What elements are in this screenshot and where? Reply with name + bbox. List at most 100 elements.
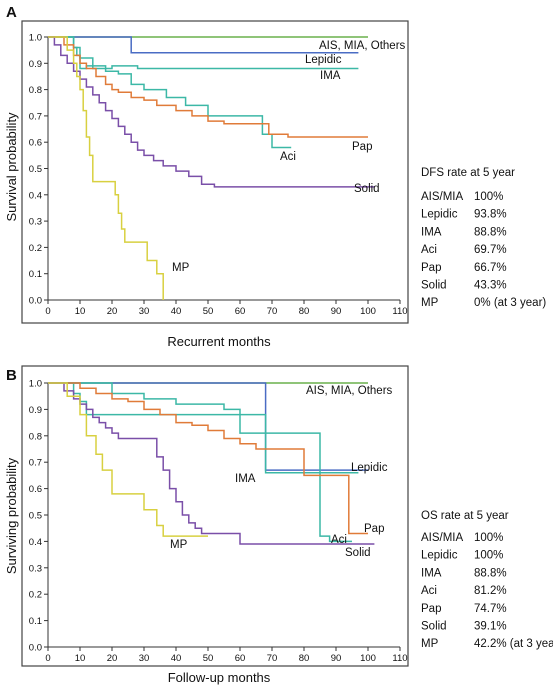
panel-a-series-solid	[48, 36, 375, 188]
panel-a-x-tick-label: 30	[139, 306, 150, 317]
panel-a-x-tick-label: 90	[331, 306, 342, 317]
panel-b-x-tick-label: 100	[360, 653, 376, 664]
panel-a-series-pap	[48, 36, 368, 138]
panel-b-annot-mp: MP	[170, 539, 188, 551]
panel-b-table-row-value: 39.1%	[474, 621, 507, 633]
panel-b-series	[48, 382, 375, 545]
panel-b-x-tick-label: 40	[171, 653, 182, 664]
panel-b-table-row-value: 100%	[474, 532, 503, 544]
panel-b-y-tick-label: 0.9	[29, 405, 42, 416]
panel-b-y-tick-label: 0.1	[29, 616, 42, 627]
panel-b-y-tick-label: 0.8	[29, 431, 42, 442]
panel-b-y-tick-label: 0.3	[29, 563, 42, 574]
panel-a-table-row-name: Aci	[421, 244, 437, 256]
panel-b-table-row-name: Solid	[421, 621, 447, 633]
panel-a-table-title: DFS rate at 5 year	[421, 167, 515, 179]
panel-b-table-row-value: 81.2%	[474, 585, 507, 597]
panel-a-table-row-value: 100%	[474, 191, 503, 203]
panel-a-y-tick-label: 0.5	[29, 164, 42, 175]
panel-a-x-tick-label: 80	[299, 306, 310, 317]
panel-a-table-row-value: 43.3%	[474, 280, 507, 292]
panel-a-y-tick-label: 0.2	[29, 243, 42, 254]
panel-a-x-tick-label: 0	[45, 306, 50, 317]
panel-b-x-tick-label: 70	[267, 653, 278, 664]
panel-b-table-row-name: AIS/MIA	[421, 532, 464, 544]
panel-a-series	[48, 36, 375, 300]
panel-a-x-axis-label: Recurrent months	[167, 334, 271, 349]
panel-b-x-tick-label: 0	[45, 653, 50, 664]
panel-b-x-tick-label: 80	[299, 653, 310, 664]
panel-b-x-tick-label: 60	[235, 653, 246, 664]
panel-a-x-tick-label: 20	[107, 306, 118, 317]
panel-b-series-aci	[48, 382, 352, 543]
panel-a-table-row-name: AIS/MIA	[421, 191, 464, 203]
panel-a-y-tick-label: 0.7	[29, 111, 42, 122]
panel-b-letter: B	[6, 367, 17, 384]
panel-a-x-tick-label: 100	[360, 306, 376, 317]
panel-b-y-tick-label: 0.0	[29, 643, 42, 654]
panel-a-y-tick-label: 1.0	[29, 33, 42, 44]
panel-b-annot-pap: Pap	[364, 523, 384, 535]
panel-b-frame	[21, 365, 409, 667]
panel-a-series-mp	[48, 36, 164, 300]
panel-b-table-row-name: MP	[421, 638, 439, 650]
panel-a-y-tick-label: 0.4	[29, 190, 42, 201]
panel-b-x-tick-label: 10	[75, 653, 86, 664]
panel-a-y-tick-label: 0.3	[29, 217, 42, 228]
panel-a-y-tick-label: 0.6	[29, 138, 42, 149]
panel-b-x-tick-label: 110	[392, 653, 407, 664]
panel-b-table-row-name: IMA	[421, 567, 442, 579]
panel-a-table-row-value: 93.8%	[474, 209, 507, 221]
panel-a-annot-ima: IMA	[320, 70, 341, 82]
panel-b-table-row-name: Lepidic	[421, 550, 458, 562]
panel-a-y-axis-label: Survival probability	[4, 112, 19, 222]
panel-a-annot-solid: Solid	[354, 183, 380, 195]
panel-b-table-row-value: 100%	[474, 550, 503, 562]
panel-a-annot-lepidic: Lepidic	[305, 54, 342, 66]
panel-b: B Surviving probability Follow-up months…	[4, 365, 553, 685]
panel-b-table-row-value: 88.8%	[474, 567, 507, 579]
panel-a-table-row-name: Pap	[421, 262, 441, 274]
panel-b-rate-table: AIS/MIA 100% Lepidic 100% IMA 88.8% Aci 81.2% Pa…	[421, 532, 553, 650]
panel-a-x-tick-label: 50	[203, 306, 214, 317]
panel-a-letter: A	[6, 4, 17, 21]
panel-a-x-tick-label: 60	[235, 306, 246, 317]
panel-a-series-aci	[48, 36, 292, 149]
panel-b-annot-aci: Aci	[331, 534, 347, 546]
panel-b-series-solid	[48, 382, 375, 545]
panel-a-table-row-name: Solid	[421, 280, 447, 292]
panel-a: A Survival probability Recurrent months …	[4, 4, 546, 349]
panel-b-x-tick-label: 20	[107, 653, 118, 664]
panel-a-annot-mp: MP	[172, 262, 190, 274]
panel-a-table-row-name: Lepidic	[421, 209, 458, 221]
panel-b-annot-ais-mia-others: AIS, MIA, Others	[306, 385, 393, 397]
panel-a-x-tick-label: 70	[267, 306, 278, 317]
panel-b-x-tick-label: 50	[203, 653, 214, 664]
panel-a-table-row-value: 69.7%	[474, 244, 507, 256]
panel-a-table-row-value: 66.7%	[474, 262, 507, 274]
panel-a-x-tick-label: 110	[392, 306, 407, 317]
panel-b-x-axis-label: Follow-up months	[168, 670, 271, 685]
panel-b-table-row-name: Pap	[421, 603, 441, 615]
panel-a-y-tick-label: 0.9	[29, 59, 42, 70]
panel-b-x-tick-label: 30	[139, 653, 150, 664]
panel-b-series-mp	[48, 382, 208, 537]
panel-b-table-row-name: Aci	[421, 585, 437, 597]
panel-a-frame	[21, 20, 409, 324]
panel-b-table-row-value: 74.7%	[474, 603, 507, 615]
panel-b-table-row-value: 42.2% (at 3 year)	[474, 638, 553, 650]
panel-a-rate-table: AIS/MIA 100% Lepidic 93.8% IMA 88.8% Aci 69.7% P…	[421, 191, 546, 309]
panel-b-annot-ima: IMA	[235, 473, 256, 485]
panel-a-annot-pap: Pap	[352, 141, 372, 153]
panel-a-table-row-value: 0% (at 3 year)	[474, 297, 546, 309]
panel-b-y-tick-label: 1.0	[29, 379, 42, 390]
panel-a-x-tick-label: 40	[171, 306, 182, 317]
panel-b-table-title: OS rate at 5 year	[421, 510, 509, 522]
panel-a-y-tick-label: 0.8	[29, 85, 42, 96]
panel-a-x-tick-label: 10	[75, 306, 86, 317]
panel-b-y-tick-label: 0.6	[29, 484, 42, 495]
panel-b-y-tick-label: 0.5	[29, 511, 42, 522]
panel-a-y-tick-label: 0.0	[29, 296, 42, 307]
panel-a-axes: 0 10 20 30 40 50 60 70 80 90 100 110 0.0 0.1 0.2 0.3 0.4…	[29, 33, 408, 318]
